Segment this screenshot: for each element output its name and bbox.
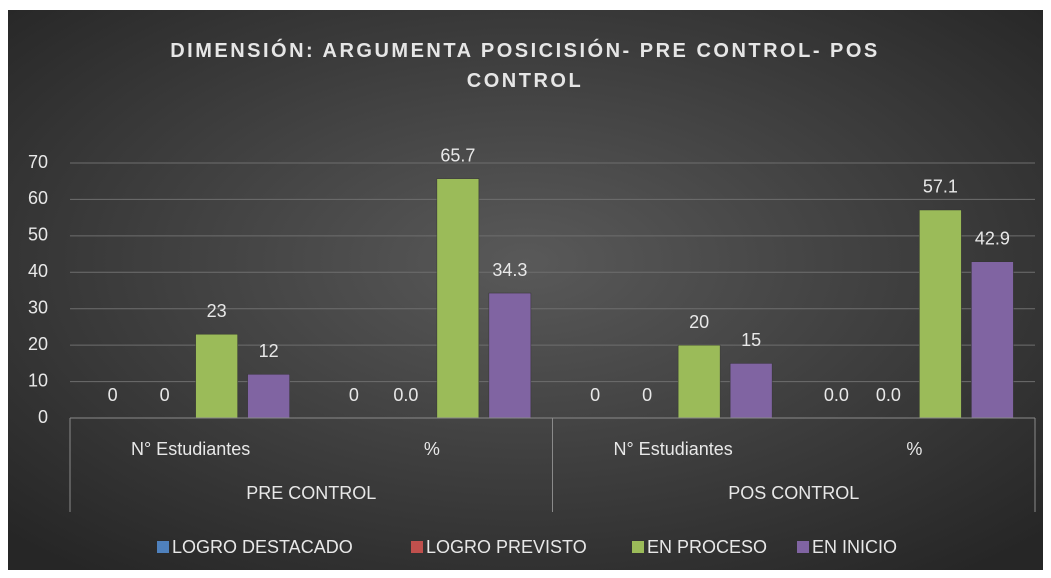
data-label: 42.9	[975, 228, 1010, 248]
group-label: POS CONTROL	[728, 483, 859, 503]
bar	[729, 363, 773, 419]
x-tick-label: %	[424, 439, 440, 459]
y-tick-label: 20	[28, 334, 48, 354]
y-tick-label: 60	[28, 188, 48, 208]
data-label: 0.0	[393, 385, 418, 405]
data-label: 0	[590, 385, 600, 405]
data-label: 0.0	[824, 385, 849, 405]
data-label: 23	[207, 301, 227, 321]
data-label: 0	[160, 385, 170, 405]
bar	[971, 261, 1014, 419]
legend-swatch	[411, 541, 423, 553]
legend-label: LOGRO DESTACADO	[172, 537, 353, 557]
x-tick-label: N° Estudiantes	[613, 439, 732, 459]
bar	[195, 333, 238, 419]
group-label: PRE CONTROL	[246, 483, 376, 503]
data-label: 0.0	[876, 385, 901, 405]
y-tick-label: 40	[28, 261, 48, 281]
data-label: 0	[642, 385, 652, 405]
legend-swatch	[632, 541, 644, 553]
data-label: 57.1	[923, 177, 958, 197]
y-tick-label: 30	[28, 297, 48, 317]
bar	[677, 344, 721, 419]
data-label: 0	[349, 385, 359, 405]
data-label: 12	[259, 341, 279, 361]
data-label: 0	[108, 385, 118, 405]
x-tick-label: N° Estudiantes	[131, 439, 250, 459]
legend-label: EN PROCESO	[647, 537, 767, 557]
y-tick-label: 10	[28, 370, 48, 390]
legend-label: EN INICIO	[812, 537, 897, 557]
chart-title: DIMENSIÓN: ARGUMENTA POSICISIÓN- PRE CON…	[170, 40, 880, 92]
bar	[488, 292, 532, 419]
data-label: 65.7	[440, 145, 475, 165]
data-label: 20	[689, 312, 709, 332]
x-tick-label: %	[906, 439, 922, 459]
y-tick-label: 50	[28, 225, 48, 245]
bar	[436, 178, 480, 419]
y-tick-label: 0	[38, 407, 48, 427]
data-label: 34.3	[492, 260, 527, 280]
legend-swatch	[797, 541, 809, 553]
bar	[919, 209, 962, 419]
data-label: 15	[741, 330, 761, 350]
bar	[247, 374, 290, 419]
chart-background	[8, 10, 1043, 570]
y-tick-label: 70	[28, 152, 48, 172]
legend-label: LOGRO PREVISTO	[426, 537, 587, 557]
legend-swatch	[157, 541, 169, 553]
